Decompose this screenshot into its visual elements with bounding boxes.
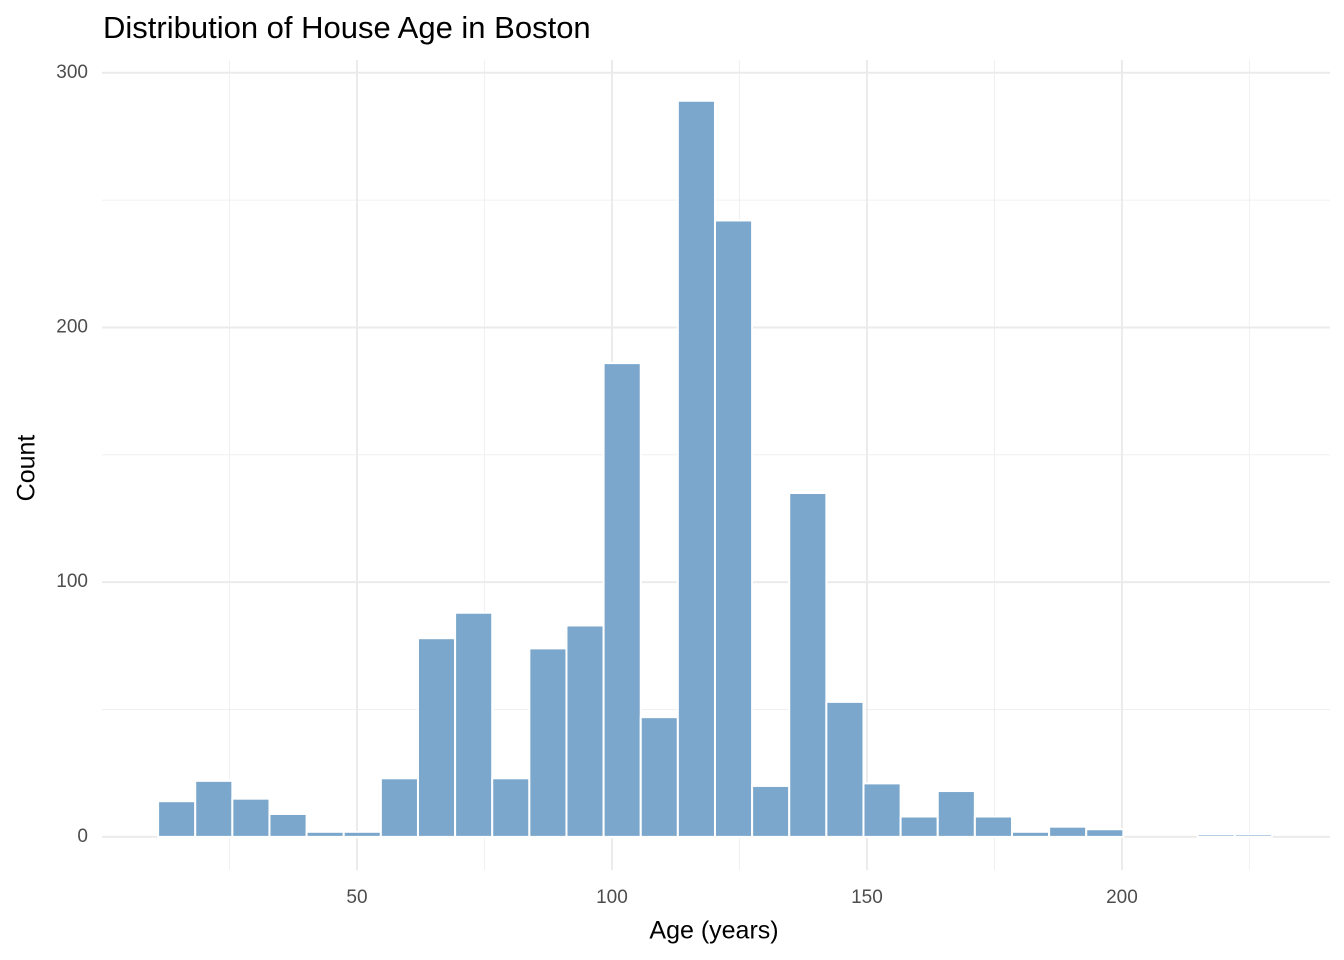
bar	[639, 716, 679, 838]
bar	[194, 779, 234, 838]
bar	[862, 782, 902, 838]
bar	[825, 700, 865, 838]
y-tick-label: 200	[56, 316, 88, 337]
bar	[231, 797, 271, 838]
bar	[713, 219, 754, 838]
bar	[1048, 825, 1088, 838]
x-axis-label: Age (years)	[649, 917, 778, 945]
bar	[936, 790, 976, 838]
bar	[491, 777, 531, 838]
bar	[342, 830, 382, 838]
x-tick-label: 150	[851, 887, 883, 908]
bar	[416, 637, 457, 838]
bar	[899, 815, 939, 838]
bar	[157, 800, 197, 838]
bar	[454, 611, 494, 838]
bar	[676, 99, 716, 838]
x-tick-label: 50	[346, 887, 367, 908]
bar	[1085, 828, 1125, 838]
bar	[1196, 833, 1236, 838]
x-tick-label: 200	[1106, 887, 1138, 908]
bar	[528, 647, 568, 838]
y-tick-label: 300	[56, 62, 88, 83]
bar	[602, 362, 642, 838]
bar	[788, 492, 828, 838]
bar	[305, 830, 345, 838]
bar	[1233, 833, 1273, 838]
x-tick-label: 100	[596, 887, 628, 908]
y-tick-label: 100	[56, 571, 88, 592]
y-tick-label: 0	[77, 826, 88, 847]
bar	[973, 815, 1013, 838]
bar	[565, 624, 605, 838]
bar	[379, 777, 419, 838]
bar	[751, 784, 791, 838]
bar	[268, 812, 308, 838]
y-axis-label: Count	[13, 435, 41, 502]
chart-title: Distribution of House Age in Boston	[103, 10, 591, 45]
bar	[1010, 830, 1051, 838]
